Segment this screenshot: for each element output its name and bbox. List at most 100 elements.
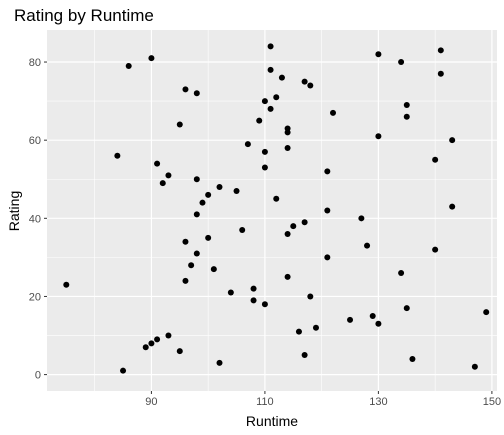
- data-point: [409, 355, 416, 362]
- data-point: [290, 223, 297, 230]
- data-point: [216, 184, 223, 191]
- y-tick-label: 60: [29, 135, 41, 147]
- data-point: [324, 168, 331, 175]
- data-point: [375, 133, 382, 140]
- data-point: [369, 312, 376, 319]
- data-point: [210, 266, 217, 273]
- data-point: [250, 285, 257, 292]
- data-point: [295, 328, 302, 335]
- data-point: [256, 117, 263, 124]
- data-points: [63, 43, 490, 374]
- data-point: [63, 281, 70, 288]
- y-tick-label: 20: [29, 291, 41, 303]
- y-tick-label: 0: [35, 370, 41, 382]
- data-point: [398, 59, 405, 66]
- data-point: [227, 289, 234, 296]
- x-tick-label: 150: [483, 396, 501, 408]
- data-point: [437, 70, 444, 77]
- y-tick-label: 40: [29, 213, 41, 225]
- data-point: [432, 246, 439, 253]
- data-point: [301, 352, 308, 359]
- data-point: [403, 305, 410, 312]
- data-point: [182, 238, 189, 245]
- data-point: [375, 51, 382, 58]
- data-point: [165, 332, 172, 339]
- data-point: [120, 367, 127, 374]
- data-point: [358, 215, 365, 222]
- data-point: [307, 82, 314, 89]
- data-point: [403, 102, 410, 109]
- data-point: [284, 129, 291, 136]
- y-axis-title: Rating: [6, 191, 22, 231]
- data-point: [449, 203, 456, 210]
- data-point: [261, 164, 268, 171]
- data-point: [216, 359, 223, 366]
- data-point: [199, 199, 206, 206]
- data-point: [188, 262, 195, 269]
- data-point: [261, 301, 268, 308]
- data-point: [125, 62, 132, 69]
- data-point: [364, 242, 371, 249]
- x-tick-label: 110: [256, 396, 274, 408]
- data-point: [261, 98, 268, 105]
- data-point: [324, 254, 331, 261]
- data-point: [449, 137, 456, 144]
- data-point: [165, 172, 172, 179]
- data-point: [284, 144, 291, 151]
- data-point: [142, 344, 149, 351]
- data-point: [193, 211, 200, 218]
- data-point: [273, 195, 280, 202]
- data-point: [301, 78, 308, 85]
- data-point: [244, 141, 251, 148]
- data-point: [284, 230, 291, 237]
- data-point: [176, 348, 183, 355]
- data-point: [233, 187, 240, 194]
- chart-title: Rating by Runtime: [14, 6, 154, 25]
- data-point: [375, 320, 382, 327]
- data-point: [432, 156, 439, 163]
- data-point: [273, 94, 280, 101]
- y-tick-label: 80: [29, 57, 41, 69]
- x-axis: 90 110 130 150: [145, 391, 501, 408]
- data-point: [148, 340, 155, 347]
- data-point: [324, 207, 331, 214]
- data-point: [267, 66, 274, 73]
- major-gridlines: [47, 30, 497, 391]
- data-point: [159, 180, 166, 187]
- x-tick-label: 90: [145, 396, 157, 408]
- x-tick-label: 130: [369, 396, 387, 408]
- data-point: [284, 273, 291, 280]
- data-point: [250, 297, 257, 304]
- data-point: [471, 363, 478, 370]
- data-point: [154, 336, 161, 343]
- data-point: [205, 191, 212, 198]
- data-point: [437, 47, 444, 54]
- data-point: [398, 270, 405, 277]
- y-axis: 0 20 40 60 80: [29, 57, 47, 382]
- plot-panel: [47, 30, 497, 391]
- data-point: [114, 152, 121, 159]
- data-point: [205, 234, 212, 241]
- data-point: [330, 109, 337, 116]
- data-point: [239, 227, 246, 234]
- data-point: [193, 250, 200, 257]
- data-point: [312, 324, 319, 331]
- data-point: [347, 316, 354, 323]
- data-point: [307, 293, 314, 300]
- minor-gridlines: [47, 30, 497, 391]
- data-point: [193, 176, 200, 183]
- data-point: [261, 148, 268, 155]
- data-point: [176, 121, 183, 128]
- data-point: [301, 219, 308, 226]
- data-point: [267, 105, 274, 112]
- data-point: [278, 74, 285, 81]
- data-point: [193, 90, 200, 97]
- data-point: [154, 160, 161, 167]
- data-point: [483, 309, 490, 316]
- data-point: [182, 86, 189, 93]
- x-axis-title: Runtime: [246, 413, 298, 429]
- data-point: [267, 43, 274, 50]
- data-point: [403, 113, 410, 120]
- data-point: [182, 277, 189, 284]
